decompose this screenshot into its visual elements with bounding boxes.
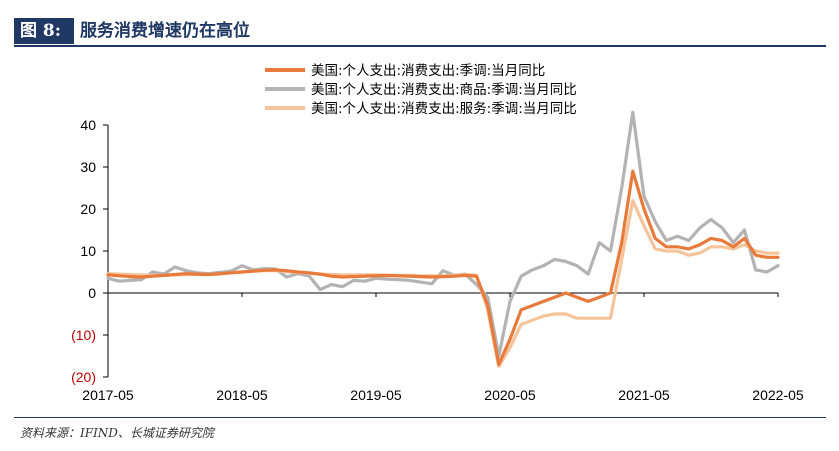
title-rule — [14, 45, 826, 47]
series-line-3 — [106, 199, 780, 369]
x-tick-label: 2021-05 — [618, 387, 670, 403]
x-tick-label: 2020-05 — [484, 387, 536, 403]
figure-label: 图 8: — [14, 18, 74, 44]
y-tick-label: 0 — [88, 285, 96, 301]
source-note: 资料来源：IFIND、长城证券研究院 — [20, 426, 214, 440]
figure-header: 图 8: 服务消费增速仍在高位 — [0, 18, 839, 47]
y-tick-label: (10) — [71, 327, 96, 343]
x-tick-label: 2017-05 — [82, 387, 134, 403]
series-line-2 — [106, 110, 780, 358]
series-line-1 — [106, 169, 780, 366]
x-tick-label: 2018-05 — [216, 387, 268, 403]
y-tick-label: (20) — [71, 369, 96, 385]
legend-label-2: 美国:个人支出:消费支出:商品:季调:当月同比 — [311, 82, 577, 98]
y-tick-label: 30 — [80, 159, 96, 175]
source-rule — [14, 417, 826, 418]
legend-label-1: 美国:个人支出:消费支出:季调:当月同比 — [311, 63, 545, 79]
x-tick-label: 2019-05 — [350, 387, 402, 403]
legend-label-3: 美国:个人支出:消费支出:服务:季调:当月同比 — [311, 101, 577, 117]
figure-title: 服务消费增速仍在高位 — [80, 21, 250, 41]
y-tick-label: 40 — [80, 117, 96, 133]
x-tick-label: 2022-05 — [752, 387, 804, 403]
y-tick-label: 10 — [80, 243, 96, 259]
y-tick-label: 20 — [80, 201, 96, 217]
